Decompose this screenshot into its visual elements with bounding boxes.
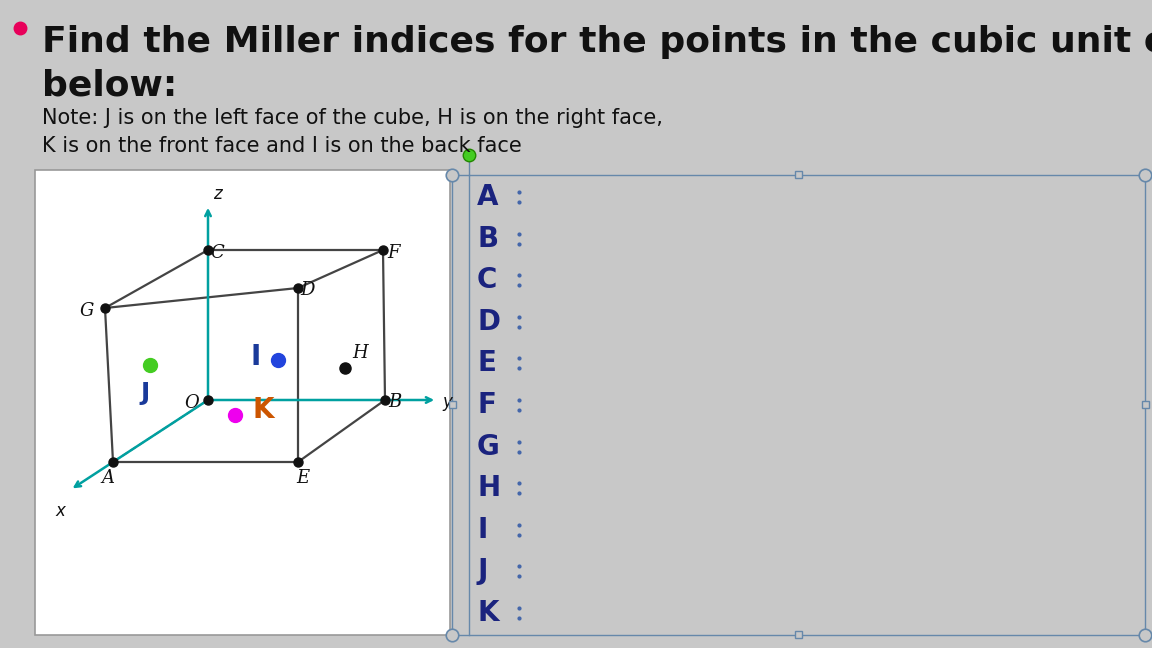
Bar: [795, 171, 802, 178]
Text: y: y: [442, 393, 452, 411]
Text: x: x: [55, 502, 66, 520]
Text: A: A: [477, 183, 499, 211]
Text: B: B: [388, 393, 402, 411]
Text: J: J: [477, 557, 487, 585]
Text: K: K: [477, 599, 499, 627]
Text: E: E: [477, 349, 495, 377]
Text: G: G: [79, 302, 94, 320]
Bar: [452, 175, 1145, 635]
Text: A: A: [101, 469, 114, 487]
Text: I: I: [477, 516, 487, 544]
Text: K: K: [252, 396, 274, 424]
Text: below:: below:: [41, 68, 177, 102]
Text: Note: J is on the left face of the cube, H is on the right face,
K is on the fro: Note: J is on the left face of the cube,…: [41, 108, 662, 156]
Text: C: C: [210, 244, 223, 262]
Text: J: J: [141, 381, 150, 405]
Bar: [35, 170, 450, 635]
Text: G: G: [477, 433, 500, 461]
Text: H: H: [477, 474, 500, 502]
Text: z: z: [213, 185, 221, 203]
Text: D: D: [477, 308, 500, 336]
Text: B: B: [477, 225, 498, 253]
Text: I: I: [251, 343, 262, 371]
Text: F: F: [477, 391, 495, 419]
Bar: [449, 401, 456, 408]
Text: C: C: [477, 266, 498, 294]
Text: D: D: [300, 281, 314, 299]
Bar: [1142, 401, 1149, 408]
Text: O: O: [184, 394, 199, 412]
Text: Find the Miller indices for the points in the cubic unit cell: Find the Miller indices for the points i…: [41, 25, 1152, 59]
Text: H: H: [353, 344, 367, 362]
Text: F: F: [388, 244, 400, 262]
Text: E: E: [296, 469, 310, 487]
Bar: [795, 631, 802, 638]
